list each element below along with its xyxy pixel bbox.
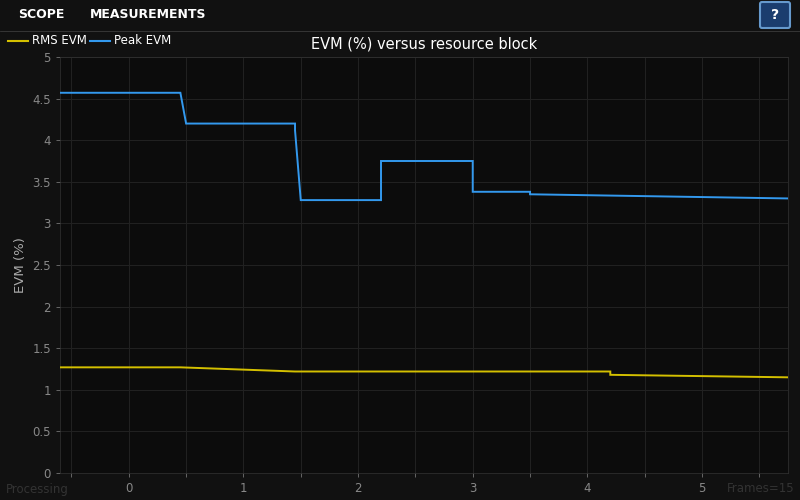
Title: EVM (%) versus resource block: EVM (%) versus resource block <box>311 36 537 52</box>
Y-axis label: EVM (%): EVM (%) <box>14 237 26 293</box>
Text: Peak EVM: Peak EVM <box>114 34 171 48</box>
Text: ?: ? <box>771 8 779 22</box>
Text: RMS EVM: RMS EVM <box>32 34 87 48</box>
Text: Frames=15: Frames=15 <box>726 482 794 496</box>
Text: Processing: Processing <box>6 482 69 496</box>
FancyBboxPatch shape <box>760 2 790 28</box>
Text: MEASUREMENTS: MEASUREMENTS <box>90 8 206 22</box>
Text: SCOPE: SCOPE <box>18 8 64 22</box>
